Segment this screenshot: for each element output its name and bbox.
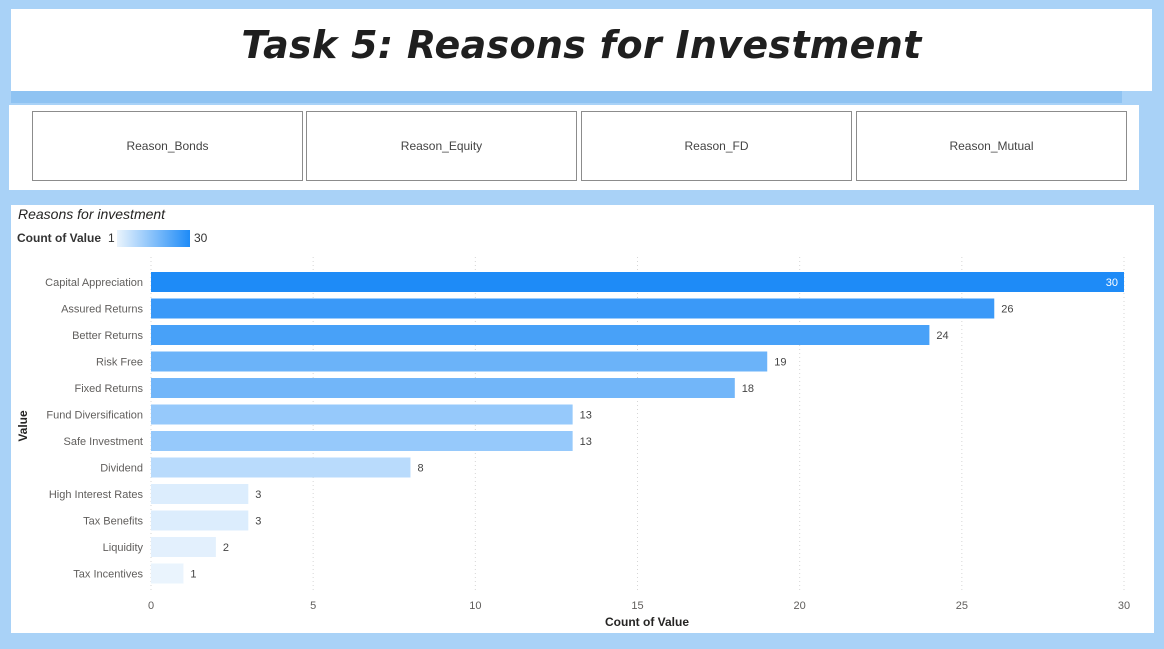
y-category-label: Risk Free [96, 357, 143, 369]
slicer-tile-mutual[interactable]: Reason_Mutual [856, 111, 1127, 181]
page-title: Task 5: Reasons for Investment [241, 23, 922, 67]
bar[interactable] [151, 272, 1124, 292]
y-category-label: Dividend [100, 463, 143, 475]
x-tick-label: 10 [469, 600, 481, 612]
y-category-label: High Interest Rates [49, 489, 144, 501]
bar[interactable] [151, 325, 930, 345]
legend-title: Count of Value [17, 231, 101, 245]
x-tick-label: 5 [310, 600, 316, 612]
bar[interactable] [151, 298, 995, 319]
y-category-label: Capital Appreciation [45, 277, 143, 289]
legend-max: 30 [194, 231, 208, 245]
bar[interactable] [151, 563, 184, 584]
bar-chart: 0 5 10 15 20 25 30 Capital Appreciation Assured… [16, 257, 1130, 629]
legend-min: 1 [108, 231, 115, 245]
data-label: 8 [417, 463, 423, 475]
legend-gradient [117, 230, 190, 247]
y-axis-title: Value [16, 410, 30, 442]
y-category-label: Tax Benefits [83, 516, 143, 528]
bar[interactable] [151, 537, 216, 557]
data-label: 13 [580, 436, 592, 448]
x-tick-label: 30 [1118, 600, 1130, 612]
data-labels: 30 26 24 19 18 13 13 8 3 3 2 1 [190, 277, 1118, 581]
slicer-tile-bonds[interactable]: Reason_Bonds [32, 111, 303, 181]
y-category-label: Tax Incentives [73, 569, 143, 581]
y-category-label: Fund Diversification [46, 410, 143, 422]
bar[interactable] [151, 510, 249, 531]
data-label: 24 [936, 330, 948, 342]
y-category-label: Safe Investment [64, 436, 144, 448]
x-axis-title: Count of Value [605, 615, 689, 629]
data-label: 13 [580, 410, 592, 422]
chart-title: Reasons for investment [18, 206, 166, 222]
data-label: 3 [255, 516, 261, 528]
data-label: 3 [255, 489, 261, 501]
y-category-label: Liquidity [103, 542, 144, 554]
bar[interactable] [151, 378, 735, 398]
bars [151, 272, 1124, 584]
data-label: 26 [1001, 304, 1013, 316]
slicer-tile-fd[interactable]: Reason_FD [581, 111, 852, 181]
data-label: 2 [223, 542, 229, 554]
chart-card: Reasons for investment Count of Value 1 … [11, 205, 1154, 633]
y-category-label: Better Returns [72, 330, 143, 342]
x-tick-label: 0 [148, 600, 154, 612]
x-tick-label: 20 [794, 600, 806, 612]
bar[interactable] [151, 431, 573, 451]
y-category-label: Assured Returns [61, 304, 143, 316]
slicer-card: Reason_Bonds Reason_Equity Reason_FD Rea… [9, 105, 1139, 190]
y-category-label: Fixed Returns [75, 383, 144, 395]
x-tick-label: 15 [631, 600, 643, 612]
data-label: 30 [1106, 277, 1118, 289]
x-axis-ticks: 0 5 10 15 20 25 30 [148, 600, 1130, 612]
data-label: 19 [774, 357, 786, 369]
bar[interactable] [151, 484, 249, 504]
slicer-tile-equity[interactable]: Reason_Equity [306, 111, 577, 181]
bar[interactable] [151, 457, 411, 478]
x-tick-label: 25 [956, 600, 968, 612]
title-accent-strip [11, 91, 1122, 103]
bar[interactable] [151, 351, 768, 372]
title-card: Task 5: Reasons for Investment [11, 9, 1152, 103]
data-label: 18 [742, 383, 754, 395]
y-axis-categories: Capital Appreciation Assured Returns Bette… [45, 277, 143, 581]
data-label: 1 [190, 569, 196, 581]
bar[interactable] [151, 404, 573, 425]
